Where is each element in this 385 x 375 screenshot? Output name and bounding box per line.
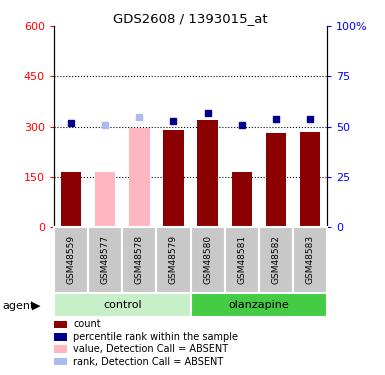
Bar	[61, 172, 81, 227]
Text: control: control	[103, 300, 142, 310]
Text: count: count	[73, 320, 101, 329]
Bar	[129, 128, 150, 227]
Bar	[191, 292, 327, 317]
Text: olanzapine: olanzapine	[229, 300, 289, 310]
Text: ▶: ▶	[32, 301, 40, 310]
Text: rank, Detection Call = ABSENT: rank, Detection Call = ABSENT	[73, 357, 223, 366]
Bar	[225, 227, 259, 292]
Text: GSM48579: GSM48579	[169, 235, 178, 284]
Bar	[191, 227, 225, 292]
Bar	[232, 172, 252, 227]
Text: GSM48583: GSM48583	[306, 235, 315, 284]
Bar	[156, 227, 191, 292]
Bar	[198, 120, 218, 227]
Bar	[88, 227, 122, 292]
Bar	[54, 292, 191, 317]
Bar	[293, 227, 327, 292]
Text: value, Detection Call = ABSENT: value, Detection Call = ABSENT	[73, 344, 228, 354]
Bar	[300, 132, 320, 227]
Bar	[163, 130, 184, 227]
Title: GDS2608 / 1393015_at: GDS2608 / 1393015_at	[113, 12, 268, 25]
Text: GSM48578: GSM48578	[135, 235, 144, 284]
Text: GSM48581: GSM48581	[237, 235, 246, 284]
Text: GSM48582: GSM48582	[271, 235, 281, 284]
Bar	[266, 133, 286, 227]
Text: percentile rank within the sample: percentile rank within the sample	[73, 332, 238, 342]
Text: GSM48580: GSM48580	[203, 235, 212, 284]
Text: GSM48577: GSM48577	[100, 235, 110, 284]
Bar	[95, 172, 115, 227]
Text: agent: agent	[2, 301, 34, 310]
Text: GSM48559: GSM48559	[67, 235, 75, 284]
Bar	[122, 227, 156, 292]
Bar	[54, 227, 88, 292]
Bar	[259, 227, 293, 292]
